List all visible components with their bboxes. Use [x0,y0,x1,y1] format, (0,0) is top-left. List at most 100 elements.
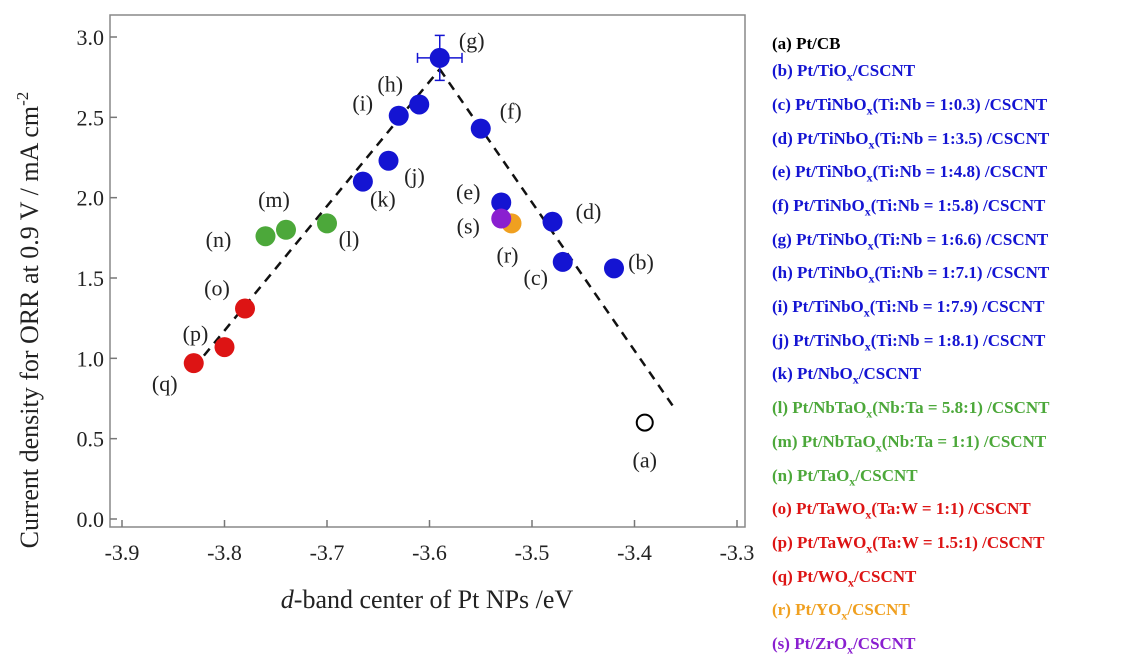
legend-text: (p) Pt/TaWO [772,532,867,552]
x-tick-label: -3.8 [207,540,242,565]
point-label-e: (e) [456,179,480,204]
y-tick-label: 0.0 [77,507,105,532]
legend-item: (k) Pt/NbOx/CSCNT [772,360,1146,394]
legend-subscript: x [866,541,873,556]
point-label-f: (f) [500,99,522,124]
plot-frame [109,14,746,528]
legend-text: /CSCNT [858,364,922,384]
legend-item: (d) Pt/TiNbOx(Ti:Nb = 1:3.5) /CSCNT [772,125,1146,159]
legend-item: (i) Pt/TiNbOx(Ti:Nb = 1:7.9) /CSCNT [772,293,1146,327]
data-point-l [317,213,337,234]
legend-subscript: x [849,473,856,488]
point-label-a: (a) [633,448,657,473]
data-points [183,34,654,432]
point-label-d: (d) [576,199,602,224]
legend-text: (Ti:Nb = 1:7.1) /CSCNT [874,263,1050,283]
data-point-e [491,192,512,213]
y-tick-label: 0.5 [77,427,105,452]
point-label-p: (p) [183,321,209,346]
legend-text: (f) Pt/TiNbO [772,196,865,216]
data-point-p [214,337,235,358]
legend-text: (Ti:Nb = 1:6.6) /CSCNT [873,229,1049,249]
legend-text: (Ti:Nb = 1:8.1) /CSCNT [870,330,1046,350]
legend-text: /CSCNT [855,465,918,485]
legend-text: (Ti:Nb = 1:3.5) /CSCNT [874,128,1050,148]
legend-item: (g) Pt/TiNbOx(Ti:Nb = 1:6.6) /CSCNT [772,226,1146,260]
y-tick-label: 1.0 [77,346,105,371]
x-tick-label: -3.5 [515,540,550,565]
point-label-n: (n) [206,227,232,252]
legend-text: (i) Pt/TiNbO [772,297,864,317]
legend-text: (g) Pt/TiNbO [772,229,868,249]
legend-text: (Nb:Ta = 5.8:1) /CSCNT [872,398,1050,418]
point-label-o: (o) [204,276,230,301]
legend-subscript: x [865,507,872,522]
legend-subscript: x [875,440,882,455]
legend-text: (n) Pt/TaO [772,465,850,485]
data-point-b [604,258,624,279]
legend-subscript: x [841,608,848,623]
legend-text: (s) Pt/ZrO [772,633,848,653]
legend-text: (m) Pt/NbTaO [772,431,876,451]
legend-text: (Ti:Nb = 1:4.8) /CSCNT [872,162,1048,182]
legend-subscript: x [863,305,870,320]
legend-text: (o) Pt/TaWO [772,499,866,519]
point-label-b: (b) [628,249,654,274]
point-label-h: (h) [377,71,403,96]
legend-subscript: x [866,406,873,421]
legend-item: (f) Pt/TiNbOx(Ti:Nb = 1:5.8) /CSCNT [772,192,1146,226]
legend-text: (d) Pt/TiNbO [772,128,869,148]
point-label-q: (q) [152,371,178,396]
point-label-k: (k) [370,187,396,212]
legend-subscript: x [848,575,855,589]
legend-subscript: x [868,271,875,286]
y-tick-label: 1.5 [77,266,105,291]
legend-item: (l) Pt/NbTaOx(Nb:Ta = 5.8:1) /CSCNT [772,394,1146,428]
legend-text: (a) Pt/CB [772,34,841,53]
data-point-s [491,208,512,229]
legend-text: (e) Pt/TiNbO [772,162,867,182]
legend-subscript: x [866,103,873,118]
x-tick-label: -3.7 [310,540,345,565]
legend-subscript: x [868,137,875,152]
data-point-d [542,211,563,232]
legend-subscript: x [864,204,871,219]
data-point-k [352,171,373,192]
legend-subscript: x [846,69,853,84]
legend-item: (a) Pt/CB [772,30,1146,57]
legend-text: (r) Pt/YO [772,600,842,620]
point-label-i: (i) [352,91,373,116]
legend-text: /CSCNT [854,566,917,586]
point-label-m: (m) [258,187,290,212]
legend-text: /CSCNT [853,633,916,653]
x-axis-label: d-band center of Pt NPs /eV [281,585,574,614]
legend-item: (j) Pt/TiNbOx(Ti:Nb = 1:8.1) /CSCNT [772,327,1146,361]
legend: (a) Pt/CB (b) Pt/TiOx/CSCNT (c) Pt/TiNbOx(… [772,30,1146,664]
scatter-chart: -3.9 -3.8 -3.7 -3.6 -3.5 -3.4 -3.3 0.0 0.5 1.0 1.5… [13,14,754,614]
legend-item: (m) Pt/NbTaOx(Nb:Ta = 1:1) /CSCNT [772,428,1146,462]
legend-text: /CSCNT [852,61,916,81]
data-point-c [552,251,573,272]
legend-text: (Ti:Nb = 1:7.9) /CSCNT [869,297,1045,317]
legend-text: (h) Pt/TiNbO [772,263,869,283]
legend-text: (c) Pt/TiNbO [772,94,867,114]
legend-text: (j) Pt/TiNbO [772,330,865,350]
data-point-h [409,94,430,115]
legend-text: (Ta:W = 1:1) /CSCNT [871,499,1031,519]
x-tick-label: -3.9 [105,540,140,565]
point-label-l: (l) [339,226,360,251]
trend-line [438,68,677,411]
data-point-g [429,47,450,68]
legend-subscript: x [864,339,871,354]
legend-item: (e) Pt/TiNbOx(Ti:Nb = 1:4.8) /CSCNT [772,158,1146,192]
data-point-q [183,353,204,374]
point-label-c: (c) [524,265,548,290]
legend-item: (s) Pt/ZrOx/CSCNT [772,630,1146,664]
legend-item: (c) Pt/TiNbOx(Ti:Nb = 1:0.3) /CSCNT [772,91,1146,125]
y-tick-label: 3.0 [77,25,105,50]
legend-text: (Ti:Nb = 1:0.3) /CSCNT [872,94,1048,114]
legend-item: (o) Pt/TaWOx(Ta:W = 1:1) /CSCNT [772,495,1146,529]
legend-subscript: x [866,170,873,185]
point-label-j: (j) [404,164,425,189]
x-tick-label: -3.6 [412,540,447,565]
